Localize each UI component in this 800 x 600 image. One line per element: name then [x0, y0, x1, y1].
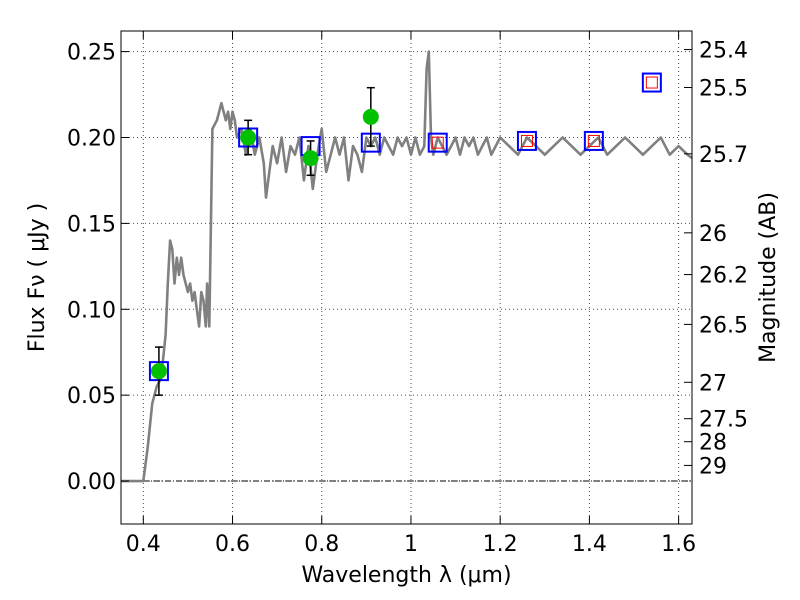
x-tick-label: 1.4 [572, 532, 607, 557]
photometry-marks [148, 72, 662, 396]
x-tick-label: 1.6 [661, 532, 696, 557]
magnitude-tick-label: 27 [699, 371, 727, 396]
y-axis-title: Flux Fν ( μJy ) [25, 203, 50, 352]
magnitude-tick-label: 28 [699, 431, 727, 456]
red-square-marker [431, 136, 444, 149]
blue-square-marker [427, 132, 448, 153]
y-tick-label: 0.05 [67, 384, 116, 409]
magnitude-tick-label: 25.5 [699, 77, 748, 102]
magnitude-tick-label: 25.4 [699, 39, 748, 64]
red-square-marker [520, 134, 533, 147]
model-spectrum-line [121, 50, 692, 483]
x-tick-label: 0.4 [126, 532, 161, 557]
observed-point [362, 108, 379, 125]
y-tick-label: 0.00 [67, 470, 116, 495]
x-tick-label: 0.6 [215, 532, 250, 557]
magnitude-tick-label: 26 [699, 222, 727, 247]
magnitude-tick-label: 29 [699, 454, 727, 479]
red-square-marker [587, 134, 600, 147]
x-tick-label: 1 [404, 532, 418, 557]
magnitude-tick-label: 25.7 [699, 143, 748, 168]
magnitude-axis-title: Magnitude (AB) [756, 192, 781, 363]
blue-square-marker [583, 130, 604, 151]
magnitude-tick-label: 26.2 [699, 264, 748, 289]
blue-square-marker [641, 72, 662, 93]
axis-ticks: 0.4 0.6 0.8 1 1.2 1.4 1.6 0.00 0.05 0.10 0.15 0.20 0… [67, 31, 748, 557]
y-tick-label: 0.10 [67, 298, 116, 323]
observed-point [302, 150, 319, 167]
plot-frame [120, 30, 693, 525]
y-tick-label: 0.25 [67, 41, 116, 66]
y-tick-label: 0.15 [67, 212, 116, 237]
plot-area [121, 50, 692, 483]
grid-lines [121, 31, 692, 524]
observed-point [150, 363, 167, 380]
magnitude-tick-label: 27.5 [699, 408, 748, 433]
magnitude-tick-label: 26.5 [699, 313, 748, 338]
y-tick-label: 0.20 [67, 127, 116, 152]
observed-point [240, 129, 257, 146]
x-tick-label: 0.8 [304, 532, 339, 557]
red-square-marker [645, 76, 658, 89]
x-axis-title: Wavelength λ (μm) [301, 563, 511, 588]
blue-square-marker [516, 130, 537, 151]
x-tick-label: 1.2 [483, 532, 518, 557]
